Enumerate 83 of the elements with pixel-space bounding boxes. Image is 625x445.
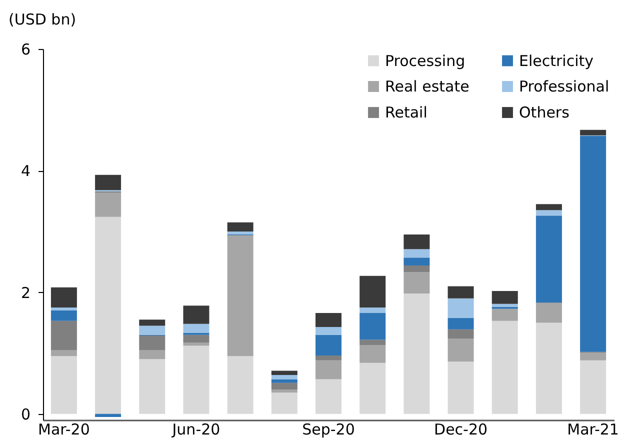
bar (536, 204, 562, 210)
bar (316, 312, 342, 327)
bar (404, 249, 430, 258)
bar (492, 291, 518, 304)
bar (50, 356, 77, 414)
bar (360, 276, 386, 308)
bar (492, 320, 518, 414)
legend-label: Professional (519, 78, 610, 96)
bar (271, 374, 298, 380)
bar (50, 320, 77, 350)
bar (227, 231, 254, 234)
bar (50, 307, 77, 311)
bar (360, 307, 386, 313)
bar (316, 326, 342, 335)
bar (139, 335, 166, 350)
bar (139, 350, 166, 360)
bar (404, 266, 430, 272)
bar (404, 258, 430, 266)
bar (448, 329, 474, 338)
bar (95, 192, 122, 217)
bar (139, 326, 166, 335)
bar (580, 352, 606, 360)
bar (316, 334, 342, 356)
y-tick-label: 0 (20, 405, 30, 424)
bar (536, 216, 562, 303)
bar (448, 338, 474, 362)
bar (95, 174, 122, 190)
bar (50, 287, 77, 308)
bar (360, 312, 386, 340)
bar (580, 136, 606, 352)
legend-label: Retail (385, 104, 428, 122)
x-tick-label: Jun-20 (171, 420, 220, 438)
bar (360, 340, 386, 346)
bar (271, 379, 298, 383)
bar (316, 379, 342, 414)
bar (404, 234, 430, 250)
bar (580, 360, 606, 414)
bar (492, 304, 518, 307)
bar (227, 236, 254, 356)
bar (404, 272, 430, 294)
x-tick-label: Mar-21 (567, 420, 619, 438)
bar (183, 306, 210, 324)
x-tick-label: Mar-20 (38, 420, 90, 438)
x-tick-label: Dec-20 (434, 420, 488, 438)
bar (183, 324, 210, 334)
bar (360, 362, 386, 414)
bar (139, 320, 166, 326)
bar (580, 130, 606, 136)
legend-label: Electricity (519, 52, 594, 70)
bar (183, 346, 210, 414)
bar (448, 362, 474, 414)
bar (183, 334, 210, 343)
bar (183, 342, 210, 346)
bar (227, 222, 254, 232)
bar (271, 390, 298, 393)
bar (50, 350, 77, 356)
bar (95, 216, 122, 414)
bar (404, 293, 430, 414)
y-axis-title: (USD bn) (8, 10, 76, 28)
bar (316, 360, 342, 380)
bar (50, 310, 77, 321)
bar (316, 356, 342, 360)
bar (492, 309, 518, 321)
bar (360, 345, 386, 363)
y-tick-label: 6 (20, 40, 30, 58)
bar (271, 392, 298, 414)
bar (536, 322, 562, 414)
bar (271, 382, 298, 390)
bar (536, 303, 562, 323)
y-tick-label: 2 (20, 284, 30, 302)
x-tick-label: Sep-20 (302, 420, 355, 438)
bar (536, 210, 562, 216)
bar (271, 370, 298, 375)
bar (448, 286, 474, 298)
bar (139, 359, 166, 414)
bar (227, 356, 254, 414)
legend-label: Processing (385, 52, 466, 70)
bar (95, 414, 122, 417)
bar (448, 318, 474, 330)
bar (448, 298, 474, 318)
legend-label: Real estate (385, 78, 470, 96)
legend-label: Others (519, 104, 570, 122)
y-tick-label: 4 (20, 162, 30, 180)
